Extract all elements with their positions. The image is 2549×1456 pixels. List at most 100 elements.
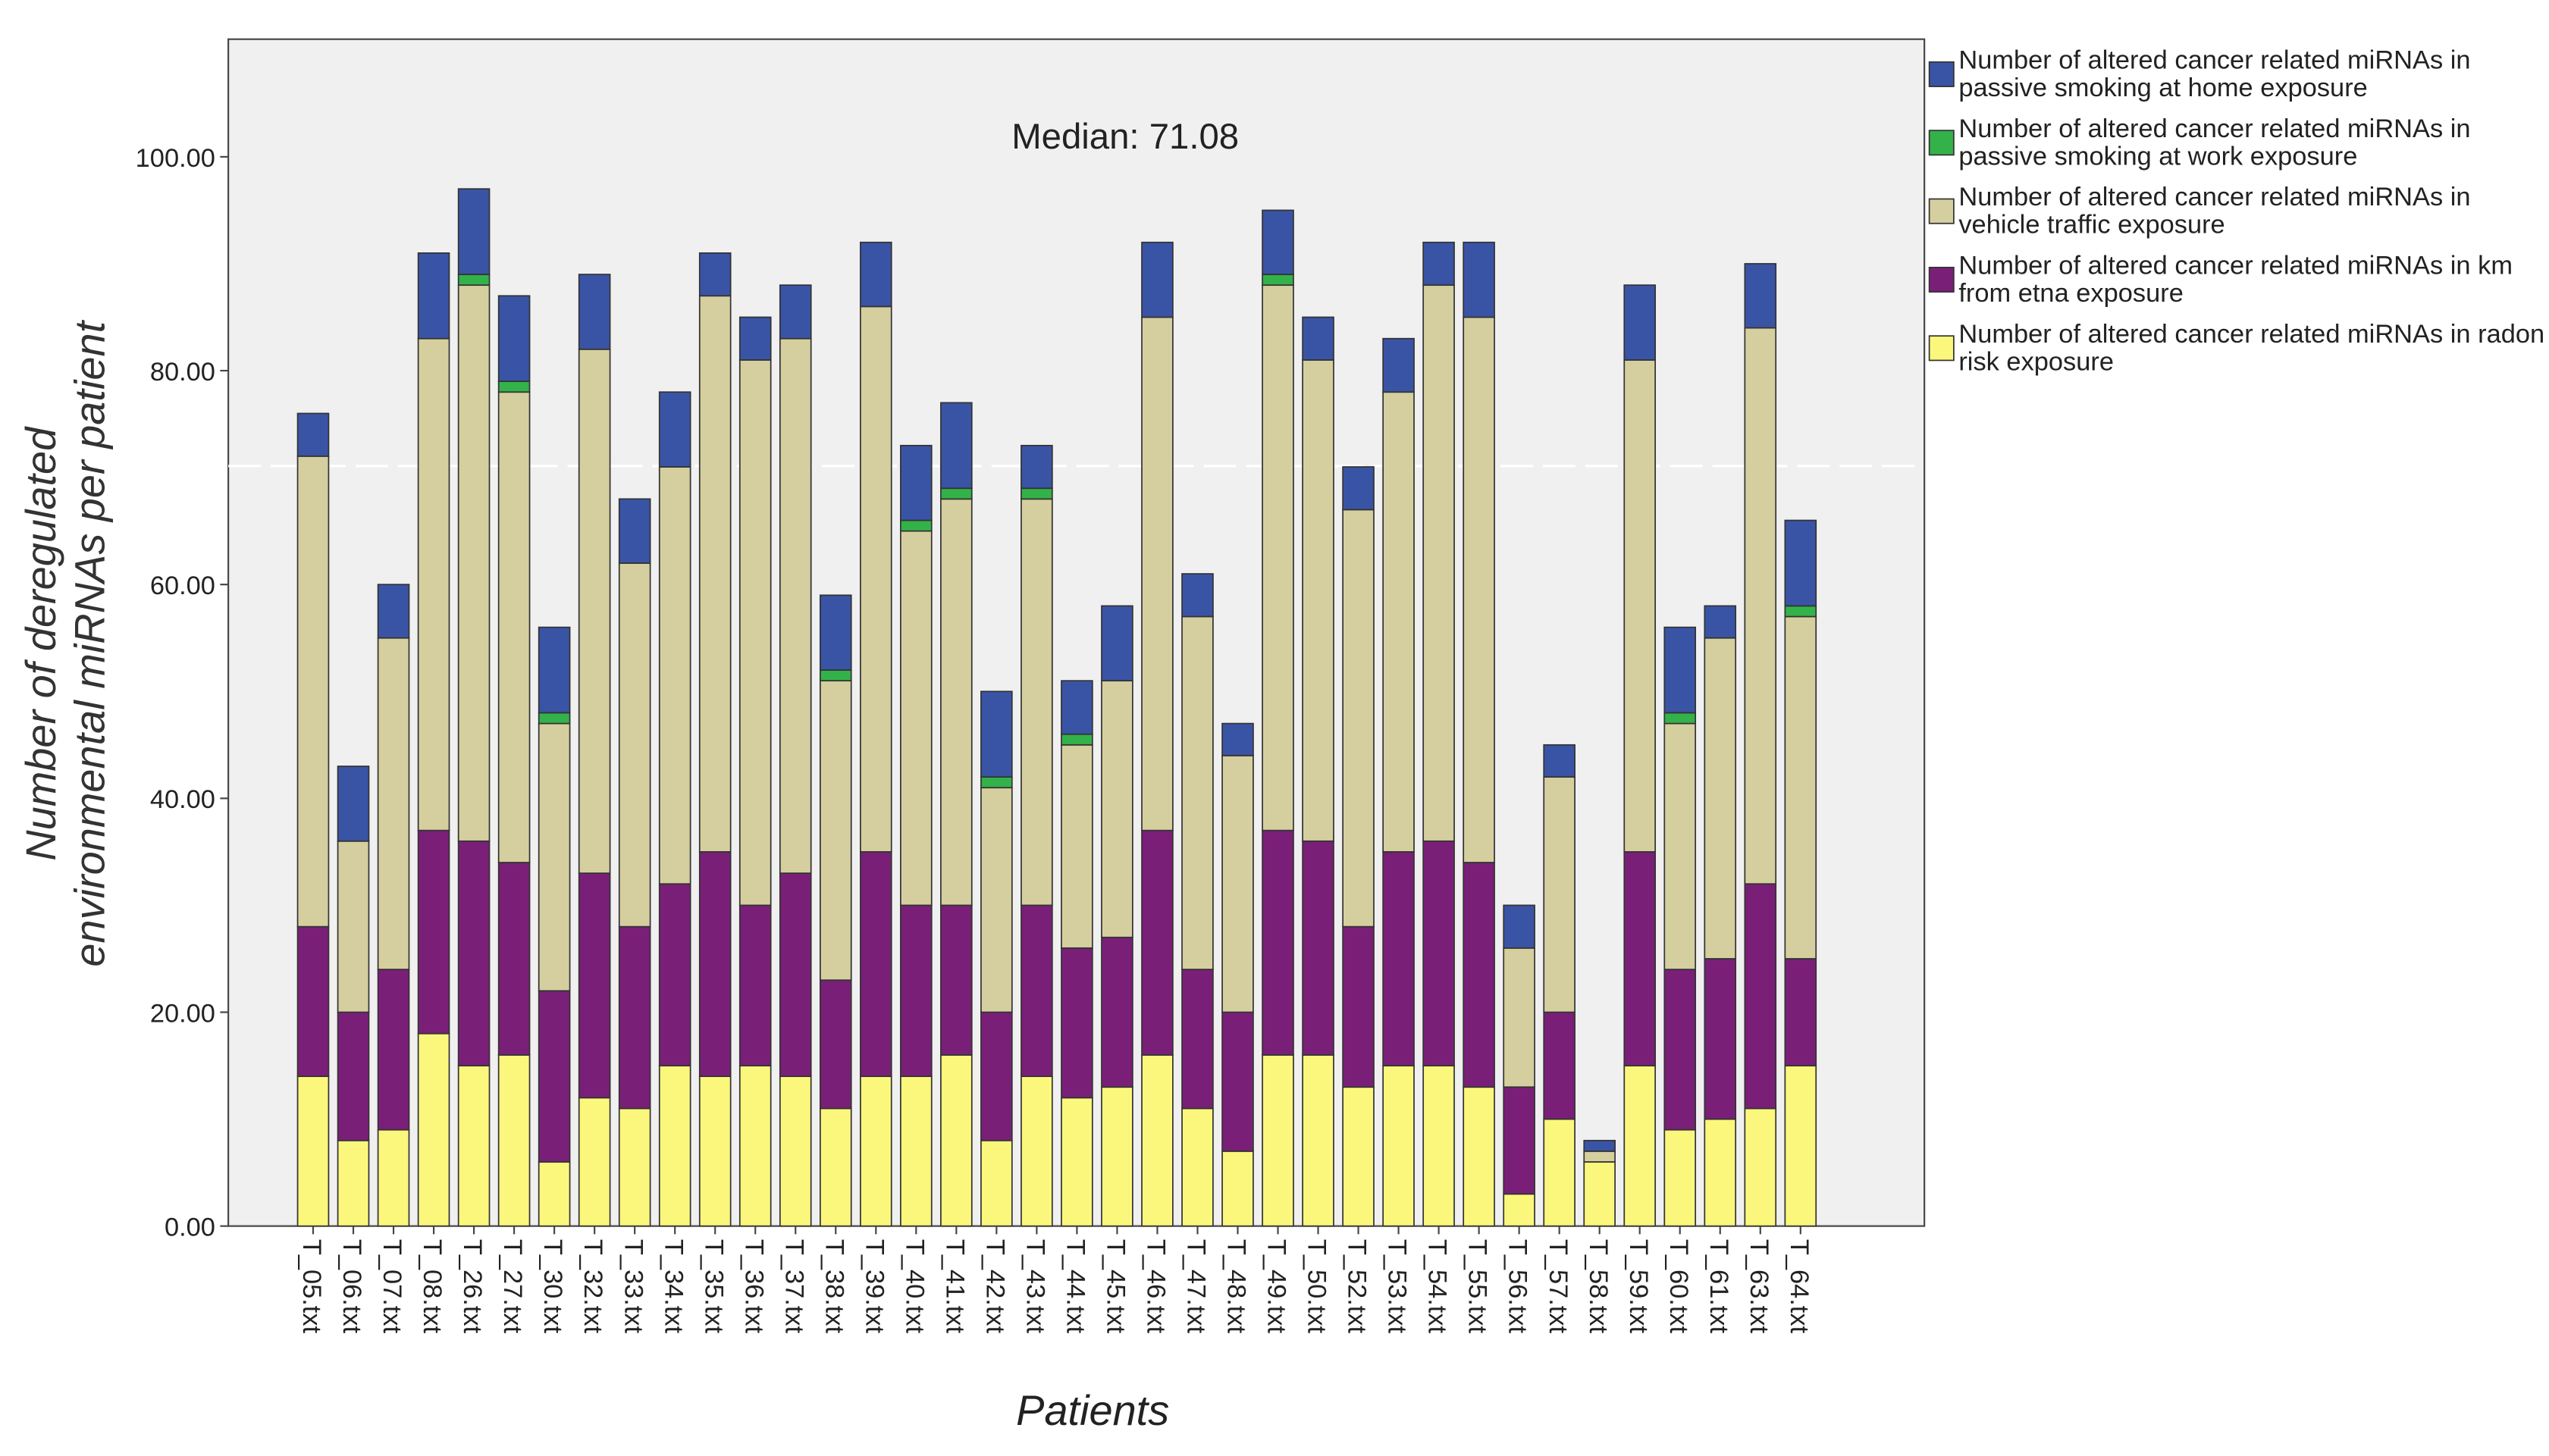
- bar-segment: [337, 1139, 370, 1227]
- x-tick-label: T_36.txt: [739, 1239, 768, 1334]
- x-tick-label: T_56.txt: [1503, 1239, 1532, 1334]
- bar-segment: [980, 1011, 1013, 1141]
- bar-segment: [1262, 284, 1294, 831]
- bar-segment: [1302, 316, 1334, 361]
- bar-segment: [1623, 284, 1657, 361]
- bar-segment: [578, 274, 611, 350]
- bar-segment: [1543, 1118, 1575, 1227]
- x-tick-label: T_47.txt: [1182, 1239, 1211, 1334]
- x-tick-label: T_08.txt: [418, 1239, 447, 1334]
- bar-segment: [940, 904, 973, 1056]
- x-tick-label: T_05.txt: [297, 1239, 326, 1334]
- bar-segment: [1382, 1065, 1415, 1227]
- bar-segment: [1422, 241, 1455, 287]
- bar-segment: [538, 722, 571, 992]
- bar-segment: [497, 862, 531, 1056]
- bar-segment: [1744, 263, 1777, 329]
- x-tick-label: T_06.txt: [337, 1239, 366, 1334]
- x-tick-label: T_39.txt: [860, 1239, 889, 1334]
- bar-segment: [940, 498, 973, 906]
- bar-segment: [457, 1065, 491, 1227]
- bar-segment: [819, 1107, 852, 1227]
- bar-segment: [1463, 241, 1495, 318]
- bar-segment: [658, 466, 691, 885]
- x-tick-label: T_32.txt: [578, 1239, 607, 1334]
- x-tick-label: T_53.txt: [1383, 1239, 1412, 1334]
- y-tick-label: 100.00: [136, 144, 215, 173]
- bar-segment: [1663, 712, 1697, 725]
- bar-segment: [1784, 605, 1817, 618]
- legend-label: Number of altered cancer related miRNAs …: [1958, 252, 2513, 308]
- x-tick-label: T_43.txt: [1021, 1239, 1049, 1334]
- bar-segment: [457, 840, 491, 1066]
- bar-segment: [1663, 626, 1697, 714]
- x-tick-label: T_27.txt: [498, 1239, 527, 1334]
- bar-segment: [497, 391, 531, 863]
- bar-segment: [698, 295, 732, 853]
- y-axis-title-box: Number of deregulated environmental miRN…: [17, 321, 114, 967]
- bar-segment: [337, 840, 370, 1013]
- legend-swatch: [1928, 130, 1955, 156]
- bar-segment: [578, 348, 611, 874]
- y-tick-label: 40.00: [150, 785, 215, 814]
- bar-segment: [1262, 274, 1294, 287]
- x-tick-label: T_57.txt: [1544, 1239, 1572, 1334]
- bar-segment: [698, 851, 732, 1077]
- bar-segment: [819, 680, 852, 982]
- x-tick-label: T_46.txt: [1142, 1239, 1171, 1334]
- legend-swatch: [1928, 335, 1955, 362]
- bar-segment: [1744, 1107, 1777, 1227]
- bar-segment: [1382, 851, 1415, 1066]
- bar-segment: [1141, 316, 1174, 831]
- bar-segment: [1061, 1097, 1093, 1227]
- bar-segment: [1704, 958, 1737, 1120]
- bar-segment: [1302, 1054, 1334, 1227]
- bar-segment: [538, 712, 571, 725]
- bar-segment: [538, 990, 571, 1163]
- bar-segment: [377, 637, 410, 970]
- bar-segment: [779, 337, 812, 874]
- bar-segment: [860, 1076, 892, 1227]
- bar-segment: [1221, 1151, 1254, 1227]
- bar-segment: [940, 487, 973, 500]
- bar-segment: [578, 872, 611, 1099]
- legend-swatch: [1928, 61, 1955, 87]
- bar-segment: [1382, 337, 1415, 393]
- bar-segment: [1463, 862, 1495, 1088]
- legend-swatch: [1928, 198, 1955, 224]
- bar-segment: [779, 872, 812, 1077]
- bar-segment: [1181, 573, 1214, 618]
- bar-segment: [538, 1161, 571, 1227]
- bar-segment: [1663, 969, 1697, 1131]
- x-tick-label: T_52.txt: [1343, 1239, 1372, 1334]
- x-tick-label: T_44.txt: [1061, 1239, 1090, 1334]
- bar-segment: [1784, 519, 1817, 607]
- bar-segment: [940, 1054, 973, 1227]
- bar-segment: [1262, 829, 1294, 1056]
- bar-segment: [1061, 744, 1093, 949]
- bar-segment: [578, 1097, 611, 1227]
- bar-segment: [377, 584, 410, 639]
- bar-segment: [1181, 615, 1214, 970]
- bar-segment: [417, 252, 450, 340]
- bar-segment: [1021, 498, 1053, 906]
- bar-segment: [417, 337, 450, 831]
- legend-label: Number of altered cancer related miRNAs …: [1958, 47, 2471, 103]
- bar-segment: [1784, 958, 1817, 1066]
- bar-segment: [738, 1065, 772, 1227]
- bar-segment: [618, 925, 651, 1110]
- bar-segment: [1101, 1086, 1133, 1227]
- bar-segment: [377, 1129, 410, 1227]
- bar-segment: [1503, 1086, 1535, 1195]
- bar-segment: [1623, 851, 1657, 1066]
- bar-segment: [1784, 615, 1817, 960]
- legend-label-box: Number of altered cancer related miRNAs …: [1958, 252, 2513, 308]
- bar-segment: [296, 456, 330, 928]
- bar-segment: [698, 1076, 732, 1227]
- bar-segment: [1302, 359, 1334, 842]
- bar-segment: [1221, 1011, 1254, 1152]
- bar-segment: [658, 1065, 691, 1227]
- x-tick-label: T_55.txt: [1463, 1239, 1492, 1334]
- bar-segment: [457, 284, 491, 842]
